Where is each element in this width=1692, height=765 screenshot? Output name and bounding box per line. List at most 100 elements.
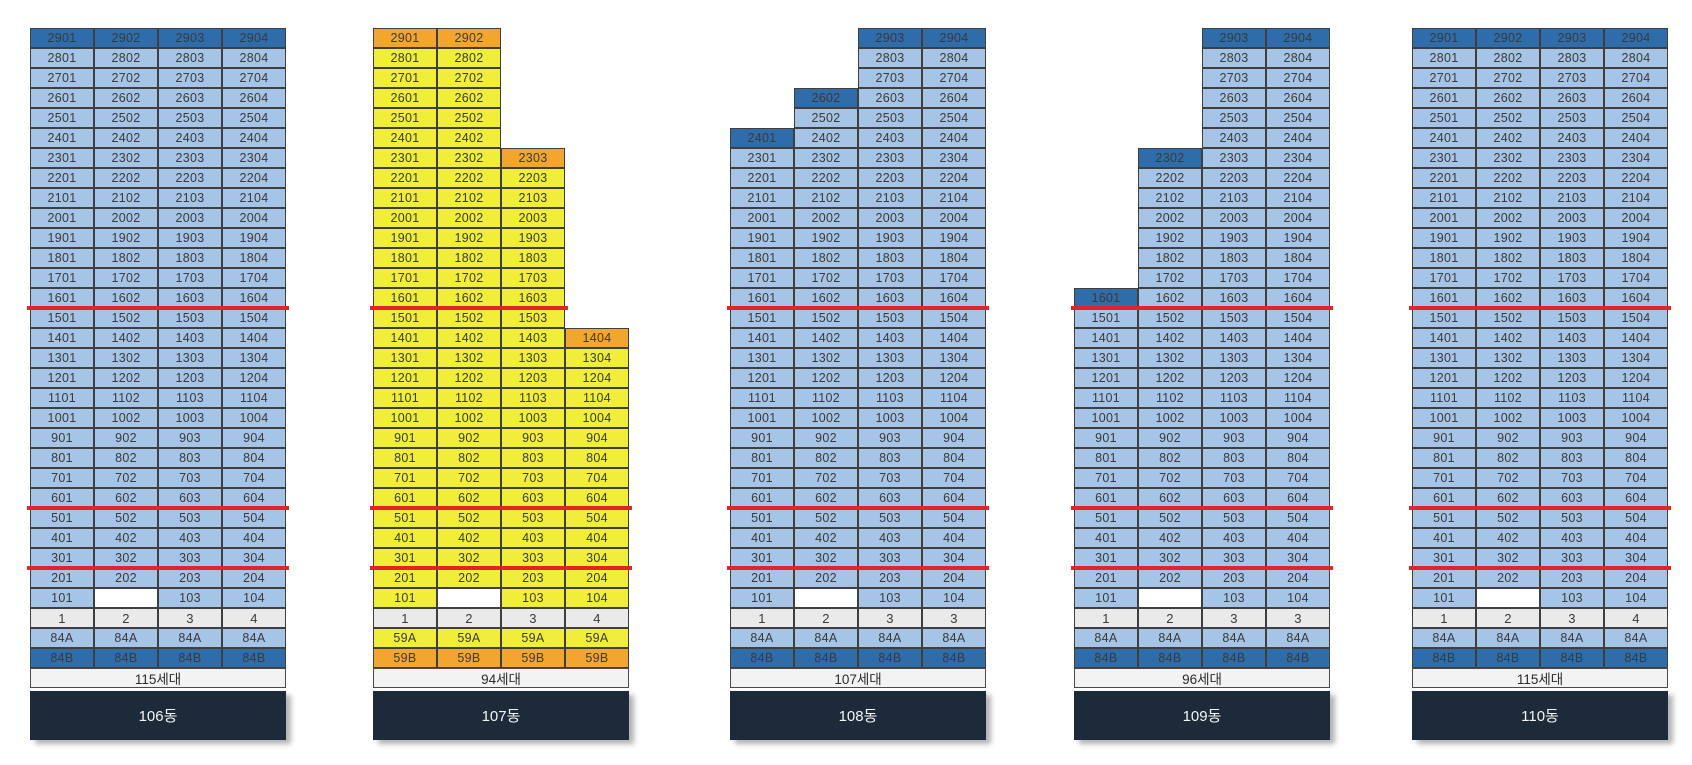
unit-cell[interactable]: 801 [730, 448, 794, 468]
unit-cell[interactable]: 1403 [1540, 328, 1604, 348]
unit-cell[interactable]: 1304 [565, 348, 629, 368]
unit-cell[interactable]: 303 [858, 548, 922, 568]
unit-cell[interactable]: 504 [922, 508, 986, 528]
unit-cell[interactable]: 2401 [373, 128, 437, 148]
unit-cell[interactable]: 501 [730, 508, 794, 528]
unit-cell[interactable]: 802 [437, 448, 501, 468]
unit-cell[interactable]: 803 [1540, 448, 1604, 468]
unit-cell[interactable]: 1804 [1266, 248, 1330, 268]
unit-cell[interactable]: 2304 [1604, 148, 1668, 168]
unit-cell[interactable]: 1104 [565, 388, 629, 408]
unit-cell[interactable]: 1701 [730, 268, 794, 288]
unit-cell[interactable]: 504 [1604, 508, 1668, 528]
unit-cell[interactable]: 1001 [1412, 408, 1476, 428]
unit-cell[interactable]: 1302 [437, 348, 501, 368]
unit-cell[interactable]: 1704 [222, 268, 286, 288]
unit-cell[interactable]: 403 [858, 528, 922, 548]
unit-cell[interactable]: 1402 [437, 328, 501, 348]
unit-cell[interactable]: 904 [1604, 428, 1668, 448]
unit-cell[interactable]: 1303 [158, 348, 222, 368]
unit-cell[interactable]: 1104 [1604, 388, 1668, 408]
unit-cell[interactable]: 1903 [1540, 228, 1604, 248]
unit-cell[interactable]: 403 [1202, 528, 1266, 548]
unit-cell[interactable]: 2102 [437, 188, 501, 208]
unit-cell[interactable]: 104 [222, 588, 286, 608]
unit-cell[interactable]: 2003 [501, 208, 565, 228]
unit-cell[interactable]: 202 [437, 568, 501, 588]
unit-cell[interactable]: 2803 [858, 48, 922, 68]
unit-cell[interactable]: 1403 [501, 328, 565, 348]
unit-cell[interactable]: 2202 [794, 168, 858, 188]
unit-cell[interactable]: 1703 [158, 268, 222, 288]
unit-cell[interactable]: 1201 [373, 368, 437, 388]
unit-cell[interactable]: 1602 [94, 288, 158, 308]
unit-cell[interactable]: 501 [373, 508, 437, 528]
unit-cell[interactable]: 1403 [858, 328, 922, 348]
unit-cell[interactable]: 1902 [437, 228, 501, 248]
unit-cell[interactable]: 103 [501, 588, 565, 608]
unit-cell[interactable]: 1103 [1540, 388, 1604, 408]
unit-cell[interactable]: 1903 [858, 228, 922, 248]
unit-cell[interactable]: 1304 [1604, 348, 1668, 368]
unit-cell[interactable]: 604 [222, 488, 286, 508]
unit-cell[interactable]: 2203 [1202, 168, 1266, 188]
unit-cell[interactable]: 801 [1412, 448, 1476, 468]
unit-cell[interactable]: 1201 [730, 368, 794, 388]
unit-cell[interactable]: 401 [730, 528, 794, 548]
unit-cell[interactable]: 2003 [1540, 208, 1604, 228]
unit-cell[interactable]: 1404 [222, 328, 286, 348]
unit-cell[interactable]: 901 [1074, 428, 1138, 448]
unit-cell[interactable]: 1803 [501, 248, 565, 268]
unit-cell[interactable]: 204 [922, 568, 986, 588]
unit-cell[interactable]: 804 [1604, 448, 1668, 468]
unit-cell[interactable]: 701 [1412, 468, 1476, 488]
unit-cell[interactable]: 2204 [1604, 168, 1668, 188]
unit-cell[interactable]: 2904 [922, 28, 986, 48]
unit-cell[interactable]: 2804 [222, 48, 286, 68]
unit-cell[interactable]: 1101 [373, 388, 437, 408]
unit-cell[interactable]: 601 [30, 488, 94, 508]
unit-cell[interactable]: 1503 [1540, 308, 1604, 328]
unit-cell[interactable]: 304 [222, 548, 286, 568]
unit-cell[interactable]: 2001 [1412, 208, 1476, 228]
unit-cell[interactable]: 1504 [922, 308, 986, 328]
unit-cell[interactable]: 2602 [94, 88, 158, 108]
unit-cell[interactable]: 2802 [94, 48, 158, 68]
unit-cell[interactable]: 2004 [1266, 208, 1330, 228]
unit-cell[interactable]: 601 [730, 488, 794, 508]
unit-cell[interactable]: 1304 [222, 348, 286, 368]
unit-cell[interactable]: 302 [94, 548, 158, 568]
unit-cell[interactable]: 401 [1412, 528, 1476, 548]
unit-cell[interactable]: 201 [730, 568, 794, 588]
unit-cell[interactable]: 2004 [922, 208, 986, 228]
unit-cell[interactable]: 301 [1412, 548, 1476, 568]
unit-cell[interactable]: 501 [1412, 508, 1476, 528]
unit-cell[interactable]: 701 [1074, 468, 1138, 488]
unit-cell[interactable]: 2801 [1412, 48, 1476, 68]
unit-cell[interactable]: 2602 [794, 88, 858, 108]
unit-cell[interactable]: 2504 [1266, 108, 1330, 128]
unit-cell[interactable]: 2603 [1202, 88, 1266, 108]
unit-cell[interactable]: 2402 [94, 128, 158, 148]
unit-cell[interactable]: 1802 [94, 248, 158, 268]
unit-cell[interactable]: 1103 [158, 388, 222, 408]
unit-cell[interactable]: 1602 [1476, 288, 1540, 308]
unit-cell[interactable]: 1402 [1138, 328, 1202, 348]
unit-cell[interactable]: 1103 [858, 388, 922, 408]
unit-cell[interactable]: 1803 [858, 248, 922, 268]
unit-cell[interactable]: 1201 [1412, 368, 1476, 388]
unit-cell[interactable]: 2503 [158, 108, 222, 128]
unit-cell[interactable]: 1004 [922, 408, 986, 428]
unit-cell[interactable]: 2102 [794, 188, 858, 208]
unit-cell[interactable]: 1203 [1540, 368, 1604, 388]
unit-cell[interactable]: 1203 [858, 368, 922, 388]
unit-cell[interactable]: 1002 [1476, 408, 1540, 428]
unit-cell[interactable]: 101 [1412, 588, 1476, 608]
unit-cell[interactable]: 2903 [858, 28, 922, 48]
unit-cell[interactable]: 1604 [922, 288, 986, 308]
unit-cell[interactable]: 2504 [1604, 108, 1668, 128]
unit-cell[interactable]: 1501 [730, 308, 794, 328]
unit-cell[interactable]: 601 [1074, 488, 1138, 508]
unit-cell[interactable]: 2403 [1202, 128, 1266, 148]
unit-cell[interactable]: 2404 [922, 128, 986, 148]
